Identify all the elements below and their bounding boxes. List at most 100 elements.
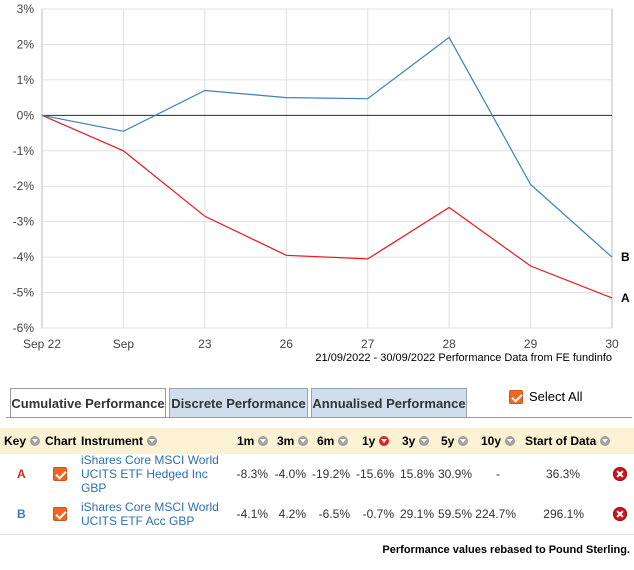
- header-10y-label: 10y: [481, 434, 502, 448]
- instrument-cell: iShares Core MSCI World UCITS ETF Hedged…: [81, 453, 231, 495]
- header-3y-label: 3y: [402, 434, 416, 448]
- y-tick-label: 3%: [17, 2, 35, 16]
- x-tick-label: Sep 22: [23, 337, 61, 351]
- chart-checkbox[interactable]: [53, 467, 67, 481]
- header-1m[interactable]: 1m: [237, 428, 269, 454]
- header-3y[interactable]: 3y: [402, 428, 430, 454]
- y-tick-label: 0%: [17, 108, 35, 122]
- value-1m: -8.3%: [236, 467, 268, 481]
- plot-frame: [41, 8, 613, 329]
- tab-annualised-performance[interactable]: Annualised Performance: [311, 388, 467, 418]
- header-5y[interactable]: 5y: [441, 428, 469, 454]
- header-1y[interactable]: 1y: [362, 428, 390, 454]
- select-all-toggle[interactable]: Select All: [509, 389, 582, 404]
- series-line-b: [41, 36, 613, 258]
- header-1m-label: 1m: [237, 434, 255, 448]
- chart-attribution: 21/09/2022 - 30/09/2022 Performance Data…: [315, 352, 612, 364]
- header-instrument-label: Instrument: [81, 434, 144, 448]
- tab-divider: [6, 417, 632, 418]
- header-start-label: Start of Data: [525, 434, 597, 448]
- remove-icon[interactable]: [613, 507, 627, 521]
- sort-icon[interactable]: [258, 436, 269, 446]
- footnote: Performance values rebased to Pound Ster…: [382, 544, 630, 556]
- sort-icon[interactable]: [600, 436, 611, 446]
- y-tick-label: 2%: [17, 37, 35, 51]
- x-tick-label: 28: [442, 337, 456, 351]
- instrument-link[interactable]: iShares Core MSCI World UCITS ETF Hedged…: [81, 453, 219, 495]
- table-row: A iShares Core MSCI World UCITS ETF Hedg…: [0, 453, 634, 495]
- sort-icon[interactable]: [505, 436, 516, 446]
- row-key: B: [17, 507, 26, 521]
- x-tick-label: 27: [361, 337, 375, 351]
- select-all-checkbox[interactable]: [509, 389, 523, 404]
- chart-toggle[interactable]: [53, 494, 67, 534]
- sort-active-icon[interactable]: [379, 436, 390, 446]
- y-tick-label: -2%: [13, 179, 35, 193]
- value-start-of-data: 36.3%: [545, 467, 580, 481]
- series-end-label: B: [621, 250, 630, 264]
- value-3m: -4.0%: [274, 467, 306, 481]
- value-6m: -6.5%: [318, 507, 350, 521]
- series-line-a: [41, 114, 613, 299]
- sort-icon[interactable]: [338, 436, 349, 446]
- sort-icon[interactable]: [30, 436, 41, 446]
- sort-icon[interactable]: [298, 436, 309, 446]
- y-tick-label: -6%: [13, 321, 35, 335]
- sort-icon[interactable]: [458, 436, 469, 446]
- x-tick-label: 30: [605, 337, 619, 351]
- chart-checkbox[interactable]: [53, 507, 67, 521]
- y-tick-label: -3%: [13, 215, 35, 229]
- value-10y: -: [496, 467, 500, 481]
- header-6m[interactable]: 6m: [317, 428, 349, 454]
- header-key-label: Key: [4, 434, 27, 448]
- y-tick-label: -1%: [13, 144, 35, 158]
- header-start-of-data[interactable]: Start of Data: [525, 428, 611, 454]
- value-1m: -4.1%: [236, 507, 268, 521]
- instrument-cell: iShares Core MSCI World UCITS ETF Acc GB…: [81, 494, 231, 534]
- header-10y[interactable]: 10y: [481, 428, 516, 454]
- header-chart: Chart: [45, 428, 76, 454]
- chart-svg: 3% 2% 1% 0% -1% -2% -3% -4% -5% -6% Sep 22 Sep 23 26 2…: [13, 2, 630, 351]
- header-5y-label: 5y: [441, 434, 455, 448]
- sort-icon[interactable]: [147, 436, 158, 446]
- value-3y: 15.8%: [399, 467, 434, 481]
- x-tick-label: Sep: [113, 337, 135, 351]
- value-6m: -19.2%: [311, 467, 350, 481]
- value-1y: -15.6%: [355, 467, 394, 481]
- remove-button[interactable]: [613, 494, 627, 534]
- y-tick-label: -5%: [13, 286, 35, 300]
- row-divider: [0, 534, 634, 535]
- header-3m[interactable]: 3m: [277, 428, 309, 454]
- value-1y: -0.7%: [362, 507, 394, 521]
- chart-toggle[interactable]: [53, 454, 67, 494]
- value-5y: 59.5%: [437, 507, 472, 521]
- value-5y: 30.9%: [437, 467, 472, 481]
- select-all-label: Select All: [529, 389, 583, 404]
- sort-icon[interactable]: [419, 436, 430, 446]
- value-10y: 224.7%: [475, 507, 516, 521]
- header-instrument[interactable]: Instrument: [81, 428, 158, 454]
- x-tick-label: 23: [198, 337, 212, 351]
- value-start-of-data: 296.1%: [543, 507, 584, 521]
- header-key[interactable]: Key: [4, 428, 41, 454]
- performance-chart: 3% 2% 1% 0% -1% -2% -3% -4% -5% -6% Sep 22 Sep 23 26 2…: [13, 2, 630, 364]
- value-3y: 29.1%: [399, 507, 434, 521]
- remove-icon[interactable]: [613, 467, 627, 481]
- header-chart-label: Chart: [45, 434, 77, 448]
- value-3m: 4.2%: [278, 507, 306, 521]
- tab-discrete-performance[interactable]: Discrete Performance: [169, 388, 308, 418]
- y-tick-label: 1%: [17, 73, 35, 87]
- series-end-label: A: [621, 291, 630, 305]
- table-header: Key Chart Instrument 1m 3m 6m 1y 3y 5y 1…: [0, 428, 634, 454]
- header-3m-label: 3m: [277, 434, 295, 448]
- remove-button[interactable]: [613, 454, 627, 494]
- y-tick-label: -4%: [13, 250, 35, 264]
- header-6m-label: 6m: [317, 434, 335, 448]
- table-row: B iShares Core MSCI World UCITS ETF Acc …: [0, 494, 634, 534]
- instrument-link[interactable]: iShares Core MSCI World UCITS ETF Acc GB…: [81, 500, 219, 528]
- row-key: A: [17, 467, 26, 481]
- tab-cumulative-performance[interactable]: Cumulative Performance: [10, 388, 166, 418]
- header-1y-label: 1y: [362, 434, 376, 448]
- x-tick-label: 26: [280, 337, 294, 351]
- x-tick-label: 29: [524, 337, 538, 351]
